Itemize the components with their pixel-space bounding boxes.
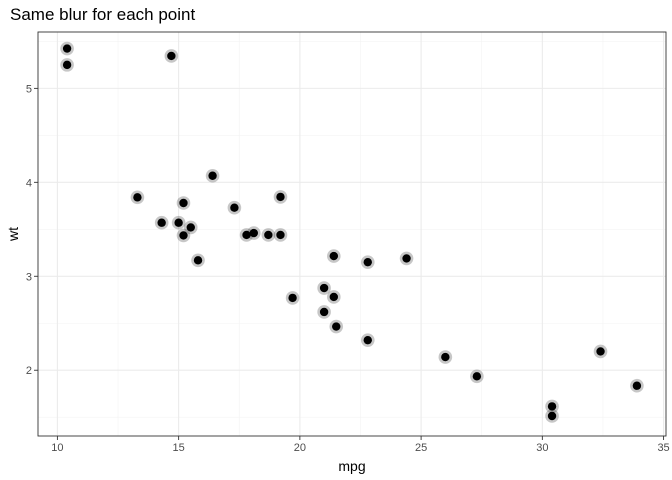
data-point xyxy=(438,350,453,364)
y-tick-label: 5 xyxy=(26,83,32,95)
data-point-dot xyxy=(632,381,642,390)
data-point xyxy=(183,220,198,235)
x-tick-label: 35 xyxy=(657,442,669,454)
data-point-dot xyxy=(288,293,297,303)
data-point-dot xyxy=(249,228,258,238)
data-point-dot xyxy=(547,402,557,411)
data-point-dot xyxy=(179,198,188,208)
data-point-dot xyxy=(402,254,411,263)
data-point-dot xyxy=(167,51,176,61)
data-point xyxy=(205,168,220,183)
data-point xyxy=(630,378,644,393)
data-point-dot xyxy=(208,171,217,180)
data-point-dot xyxy=(329,292,339,302)
y-tick-label: 2 xyxy=(26,365,32,377)
x-tick-label: 15 xyxy=(173,442,185,454)
data-point-dot xyxy=(62,44,72,53)
data-point xyxy=(317,281,331,295)
x-tick-label: 25 xyxy=(415,442,427,454)
data-point-dot xyxy=(319,283,329,293)
data-point xyxy=(191,253,205,268)
x-tick-label: 30 xyxy=(536,442,548,454)
chart-title: Same blur for each point xyxy=(10,5,195,24)
data-point-dot xyxy=(276,192,285,202)
data-point xyxy=(470,369,484,384)
data-point xyxy=(261,228,276,242)
data-point-dot xyxy=(363,257,372,267)
y-axis-title: wt xyxy=(5,227,21,242)
data-point-dot xyxy=(179,231,188,240)
data-point xyxy=(273,228,288,242)
y-tick-label: 3 xyxy=(26,271,32,283)
data-point xyxy=(273,190,288,204)
data-point xyxy=(545,409,559,423)
plot-panel-border xyxy=(37,31,667,437)
data-point-dot xyxy=(174,218,183,227)
data-point-dot xyxy=(133,193,142,202)
data-point-dot xyxy=(186,223,195,232)
data-point-dot xyxy=(157,218,166,227)
data-point xyxy=(130,190,145,205)
data-point xyxy=(360,255,375,269)
data-point xyxy=(60,58,74,72)
data-point xyxy=(329,319,344,334)
data-point-dot xyxy=(242,230,251,240)
data-point xyxy=(327,249,341,263)
data-points xyxy=(60,41,644,423)
data-point-dot xyxy=(441,352,450,362)
minor-gridlines xyxy=(38,32,666,436)
x-tick-label: 10 xyxy=(51,442,63,454)
data-point xyxy=(593,344,608,359)
data-point-dot xyxy=(62,60,72,70)
x-tick-label: 20 xyxy=(294,442,306,454)
data-point xyxy=(227,200,242,215)
data-point xyxy=(285,291,300,305)
y-axis: 2 3 4 5 xyxy=(26,83,38,377)
data-point-dot xyxy=(332,322,341,331)
y-tick-label: 4 xyxy=(26,177,32,189)
x-axis-title: mpg xyxy=(338,458,365,474)
data-point xyxy=(545,399,559,414)
data-point-dot xyxy=(230,203,239,212)
data-point-dot xyxy=(472,372,482,381)
data-point-dot xyxy=(264,230,273,240)
data-point-dot xyxy=(363,335,372,345)
x-axis: 10 15 20 25 30 35 xyxy=(51,436,670,454)
major-gridlines xyxy=(38,32,666,436)
data-point-dot xyxy=(319,307,329,317)
data-point xyxy=(176,228,191,243)
data-point-dot xyxy=(547,411,557,421)
data-point xyxy=(154,215,169,230)
data-point-dot xyxy=(276,230,285,240)
data-point xyxy=(60,41,74,56)
data-point xyxy=(239,228,254,242)
data-point xyxy=(360,333,375,347)
data-point-dot xyxy=(193,256,203,265)
data-point-dot xyxy=(596,347,605,356)
data-point xyxy=(317,305,331,319)
data-point xyxy=(176,196,191,210)
data-point-dot xyxy=(329,251,339,261)
data-point xyxy=(164,49,179,63)
data-point xyxy=(327,290,341,304)
data-point xyxy=(399,251,414,266)
data-point xyxy=(171,215,186,230)
